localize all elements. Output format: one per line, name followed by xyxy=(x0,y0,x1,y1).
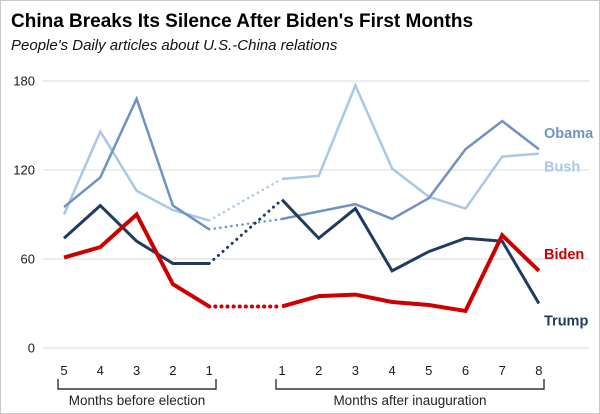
series-label-biden: Biden xyxy=(544,247,584,263)
series-bush-gap xyxy=(207,177,284,222)
series-biden-after xyxy=(281,231,541,314)
series-biden-before xyxy=(63,211,211,309)
x-tick-after-7: 7 xyxy=(499,363,506,378)
y-tick-120: 120 xyxy=(13,163,35,178)
series-bush-before xyxy=(62,128,210,222)
bracket-before xyxy=(57,379,217,390)
y-tick-60: 60 xyxy=(21,252,35,267)
x-tick-after-6: 6 xyxy=(462,363,469,378)
x-tick-after-4: 4 xyxy=(388,363,395,378)
chart-title: China Breaks Its Silence After Biden's F… xyxy=(11,11,474,32)
y-tick-180: 180 xyxy=(13,74,35,89)
series-obama-before xyxy=(63,95,210,231)
x-tick-after-1: 1 xyxy=(278,363,285,378)
x-tick-after-5: 5 xyxy=(425,363,432,378)
series-obama-after xyxy=(281,119,540,221)
chart-subtitle: People's Daily articles about U.S.-China… xyxy=(11,37,338,54)
x-tick-before-2: 2 xyxy=(169,363,176,378)
series-label-trump: Trump xyxy=(544,314,588,330)
x-tick-after-2: 2 xyxy=(315,363,322,378)
x-tick-after-8: 8 xyxy=(535,363,542,378)
series-obama-gap xyxy=(207,217,284,231)
series-trump-after xyxy=(280,198,541,305)
series-bush-after xyxy=(281,82,540,211)
x-tick-before-3: 3 xyxy=(133,363,140,378)
x-group-label-before: Months before election xyxy=(69,393,206,408)
series-label-obama: Obama xyxy=(544,126,594,142)
x-tick-before-1: 1 xyxy=(206,363,213,378)
series-label-bush: Bush xyxy=(544,160,580,176)
series-trump-before xyxy=(62,203,210,265)
x-tick-after-3: 3 xyxy=(352,363,359,378)
series-trump-gap xyxy=(207,198,284,265)
y-tick-0: 0 xyxy=(28,341,35,356)
bracket-after xyxy=(275,379,545,390)
x-tick-before-4: 4 xyxy=(97,363,104,378)
x-tick-before-5: 5 xyxy=(60,363,67,378)
x-group-label-after: Months after inauguration xyxy=(333,393,486,408)
